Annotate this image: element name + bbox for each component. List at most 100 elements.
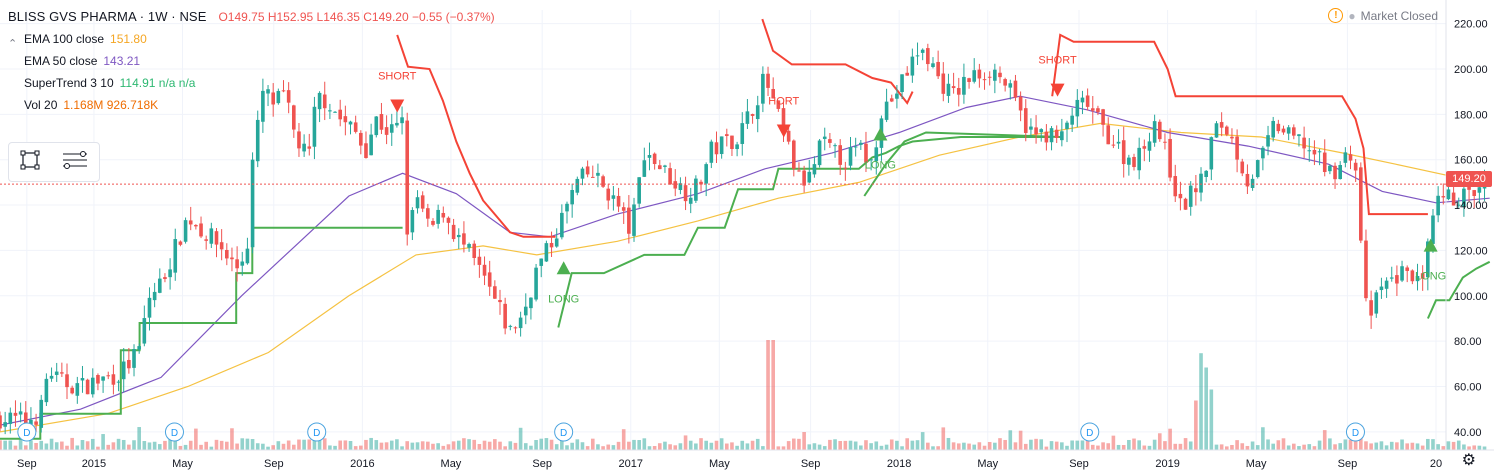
candle-body: [281, 90, 286, 92]
volume-bar: [168, 438, 172, 450]
volume-bar: [276, 441, 281, 450]
legend-ema50[interactable]: EMA 50 close 143.21: [8, 50, 495, 72]
volume-bar: [766, 340, 770, 450]
rectangle-select-icon[interactable]: [19, 149, 41, 176]
candle-body: [724, 134, 729, 137]
legend-supertrend[interactable]: SuperTrend 3 10 114.91 n/a n/a: [8, 72, 495, 94]
candle-body: [369, 134, 373, 156]
volume-bar: [482, 440, 487, 450]
candle-body: [503, 303, 507, 329]
collapse-icon[interactable]: ⌃: [8, 38, 18, 50]
volume-bar: [1482, 446, 1487, 450]
candle-body: [493, 286, 497, 299]
candle-body: [199, 223, 203, 237]
volume-bar: [565, 445, 569, 450]
supertrend-up-line: [863, 131, 1061, 197]
gear-icon[interactable]: ⚙: [1461, 452, 1476, 469]
candle-body: [3, 422, 7, 427]
volume-bar: [431, 443, 435, 450]
volume-bar: [601, 446, 605, 450]
candle-body: [224, 249, 229, 259]
volume-bar: [962, 442, 966, 450]
settings-list-icon[interactable]: [61, 149, 89, 176]
candle-body: [1116, 141, 1121, 144]
candle-body: [1374, 292, 1379, 314]
legend-ema100[interactable]: ⌃ EMA 100 close 151.80: [8, 28, 495, 50]
volume-bar: [1204, 367, 1208, 450]
volume-bar: [317, 438, 322, 450]
volume-bar: [44, 443, 49, 450]
volume-bar: [90, 438, 95, 450]
candle-body: [926, 48, 930, 65]
candle-body: [518, 317, 523, 329]
candle-body: [297, 131, 301, 149]
volume-bar: [1111, 435, 1116, 450]
volume-bar: [451, 441, 456, 450]
indicator-name: Vol 20: [24, 98, 58, 112]
symbol-title[interactable]: BLISS GVS PHARMA · 1W · NSE: [8, 9, 207, 24]
volume-bar: [931, 446, 935, 450]
volume-bar: [70, 437, 74, 450]
candle-body: [333, 111, 337, 113]
candle-body: [343, 116, 348, 123]
candle-body: [1075, 99, 1080, 117]
supertrend-up-line: [557, 136, 1053, 328]
candle-body: [802, 170, 806, 186]
legend-volume[interactable]: Vol 20 1.168M 926.718K: [8, 94, 495, 116]
long-arrow: [556, 261, 571, 275]
candle-body: [482, 264, 487, 276]
x-tick-label: May: [172, 458, 193, 470]
volume-bar: [49, 438, 54, 450]
volume-bar: [302, 439, 306, 450]
volume-bar: [1400, 439, 1404, 450]
candle-body: [23, 412, 28, 424]
volume-bar: [1060, 442, 1064, 450]
candle-body: [101, 376, 105, 381]
candle-body: [1400, 266, 1404, 281]
y-tick-label: 200.00: [1454, 64, 1488, 76]
supertrend-up-line: [1426, 260, 1491, 319]
volume-bar: [369, 437, 373, 450]
candle-body: [307, 146, 312, 149]
candle-body: [678, 183, 683, 191]
candle-body: [49, 375, 54, 379]
volume-bar: [137, 427, 141, 450]
volume-bar: [498, 441, 502, 450]
candle-body: [621, 207, 626, 211]
volume-bar: [1085, 440, 1090, 450]
volume-bar: [1297, 446, 1301, 450]
candle-body: [554, 238, 559, 247]
volume-bar: [616, 441, 621, 450]
indicator-name: EMA 50 close: [24, 54, 98, 68]
volume-bar: [1317, 440, 1322, 450]
volume-bar: [941, 427, 946, 450]
volume-bar: [822, 446, 827, 450]
candle-body: [1224, 126, 1229, 135]
candle-body: [147, 297, 152, 318]
volume-bars: [0, 340, 1487, 450]
candle-body: [740, 123, 745, 144]
candle-body: [817, 140, 822, 166]
candle-body: [570, 189, 574, 205]
volume-bar: [792, 438, 796, 450]
candle-body: [915, 55, 920, 57]
volume-bar: [1152, 439, 1157, 450]
volume-bar: [549, 439, 554, 450]
candle-body: [627, 207, 631, 234]
warning-icon[interactable]: !: [1328, 8, 1344, 23]
volume-bar: [178, 445, 183, 450]
volume-bar: [513, 442, 518, 450]
volume-bar: [364, 439, 368, 450]
candle-body: [1359, 167, 1363, 241]
volume-bar: [54, 442, 59, 450]
volume-bar: [580, 442, 585, 450]
volume-bar: [694, 443, 698, 450]
volume-bar: [1395, 442, 1399, 450]
short-arrow: [776, 124, 791, 138]
y-tick-label: 180.00: [1454, 109, 1488, 121]
volume-bar: [214, 439, 219, 450]
volume-bar: [426, 441, 430, 450]
candle-body: [70, 387, 74, 394]
